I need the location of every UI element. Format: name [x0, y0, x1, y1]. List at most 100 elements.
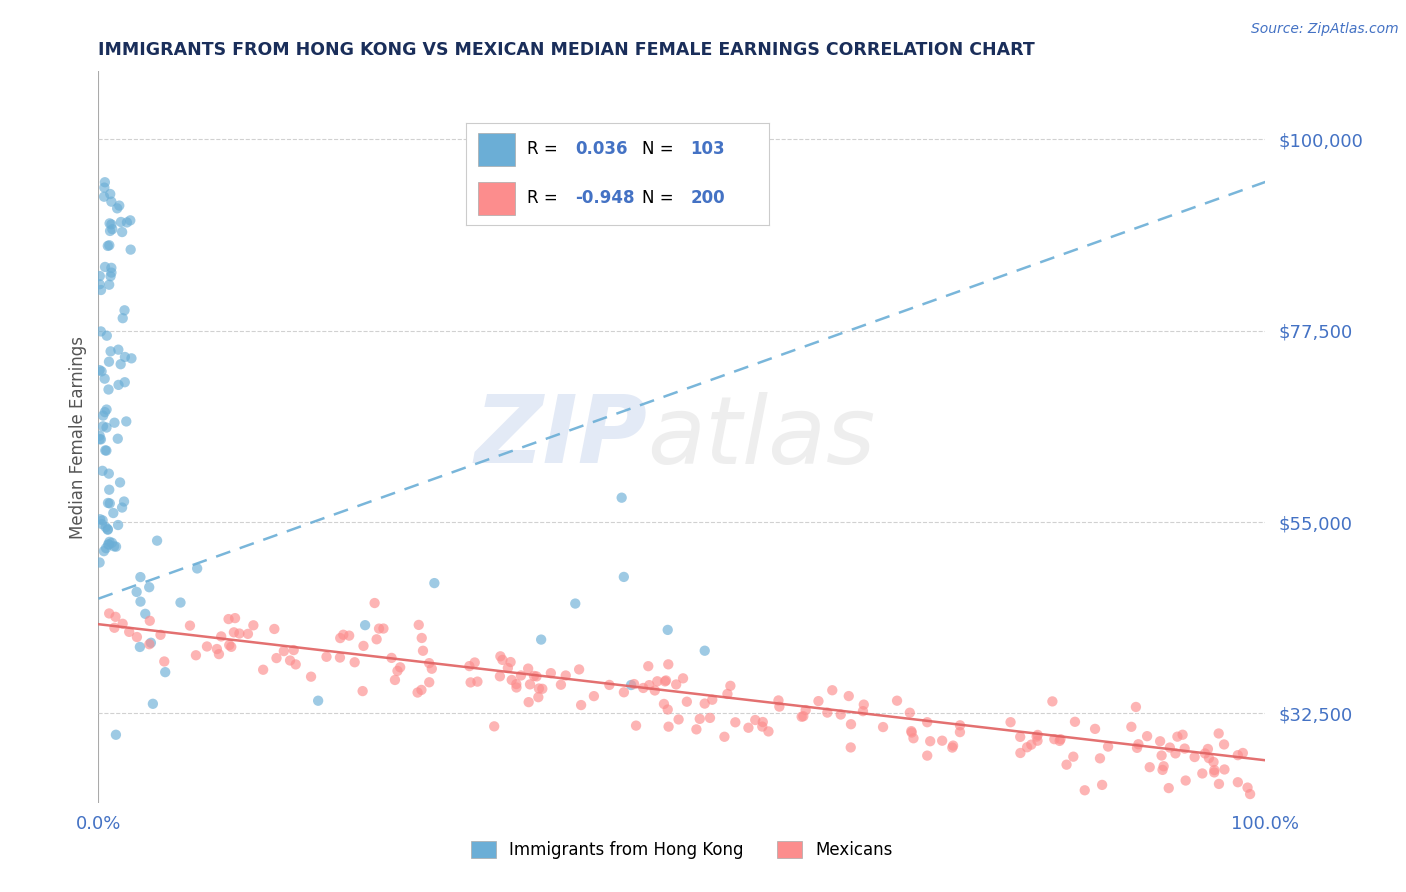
Point	[90, 433, 112, 447]
Point	[252, 663, 274, 677]
Point	[467, 674, 489, 689]
Point	[96, 402, 118, 417]
Point	[389, 660, 412, 674]
Point	[98, 238, 121, 252]
Point	[702, 692, 724, 706]
Point	[111, 616, 134, 631]
Point	[98, 187, 121, 202]
Point	[1213, 738, 1236, 752]
Point	[460, 675, 482, 690]
Point	[1191, 766, 1213, 780]
Point	[104, 728, 127, 742]
Point	[134, 607, 156, 621]
Point	[623, 677, 645, 691]
Point	[418, 656, 440, 670]
Point	[98, 224, 121, 238]
Point	[103, 621, 125, 635]
Point	[107, 377, 129, 392]
Point	[900, 724, 922, 739]
Point	[96, 420, 118, 434]
Point	[242, 618, 264, 632]
Point	[110, 215, 132, 229]
Point	[523, 669, 546, 683]
Point	[1204, 763, 1226, 777]
Point	[100, 260, 122, 275]
Point	[97, 537, 120, 551]
Point	[96, 443, 118, 458]
Point	[110, 357, 132, 371]
Text: Source: ZipAtlas.com: Source: ZipAtlas.com	[1251, 22, 1399, 37]
Point	[1049, 732, 1071, 747]
Point	[815, 706, 838, 720]
Point	[94, 443, 117, 458]
Point	[685, 723, 707, 737]
Point	[668, 713, 690, 727]
Point	[658, 720, 681, 734]
Point	[90, 325, 112, 339]
Point	[195, 640, 218, 654]
Point	[114, 303, 136, 318]
Point	[105, 540, 128, 554]
Point	[1159, 740, 1181, 755]
Point	[205, 642, 228, 657]
Point	[139, 614, 162, 628]
Point	[517, 662, 540, 676]
Point	[718, 679, 741, 693]
Point	[98, 277, 121, 292]
Point	[236, 627, 259, 641]
Point	[89, 432, 111, 446]
Point	[510, 668, 533, 682]
Point	[768, 699, 790, 714]
Point	[517, 695, 540, 709]
Point	[114, 350, 136, 364]
Point	[1208, 777, 1230, 791]
Point	[139, 636, 162, 650]
Point	[423, 576, 446, 591]
Point	[90, 283, 112, 297]
Point	[91, 464, 114, 478]
Point	[1149, 734, 1171, 748]
Point	[91, 419, 114, 434]
Point	[97, 467, 120, 481]
Point	[624, 718, 647, 732]
Point	[1166, 730, 1188, 744]
Point	[693, 697, 716, 711]
Point	[146, 533, 169, 548]
Point	[941, 740, 963, 755]
Point	[125, 585, 148, 599]
Point	[949, 718, 972, 732]
Point	[89, 268, 111, 283]
Point	[129, 570, 152, 584]
Point	[915, 715, 938, 730]
Point	[931, 733, 953, 747]
Point	[1121, 720, 1143, 734]
Point	[329, 650, 352, 665]
Point	[101, 222, 124, 236]
Point	[1125, 700, 1147, 714]
Point	[186, 561, 208, 575]
Text: IMMIGRANTS FROM HONG KONG VS MEXICAN MEDIAN FEMALE EARNINGS CORRELATION CHART: IMMIGRANTS FROM HONG KONG VS MEXICAN MED…	[98, 41, 1035, 59]
Point	[1126, 740, 1149, 755]
Point	[554, 668, 576, 682]
Point	[655, 673, 678, 688]
Point	[1204, 765, 1226, 780]
Point	[1139, 760, 1161, 774]
Point	[115, 414, 138, 428]
Point	[128, 640, 150, 654]
Point	[1194, 747, 1216, 761]
Point	[138, 637, 160, 651]
Point	[218, 612, 240, 626]
Point	[228, 626, 250, 640]
Point	[107, 343, 129, 357]
Point	[90, 364, 112, 378]
Point	[418, 675, 440, 690]
Point	[208, 647, 231, 661]
Point	[97, 239, 120, 253]
Point	[412, 644, 434, 658]
Text: atlas: atlas	[647, 392, 875, 483]
Point	[222, 625, 245, 640]
Point	[93, 544, 115, 558]
Point	[100, 266, 122, 280]
Point	[1150, 748, 1173, 763]
Point	[519, 677, 541, 691]
